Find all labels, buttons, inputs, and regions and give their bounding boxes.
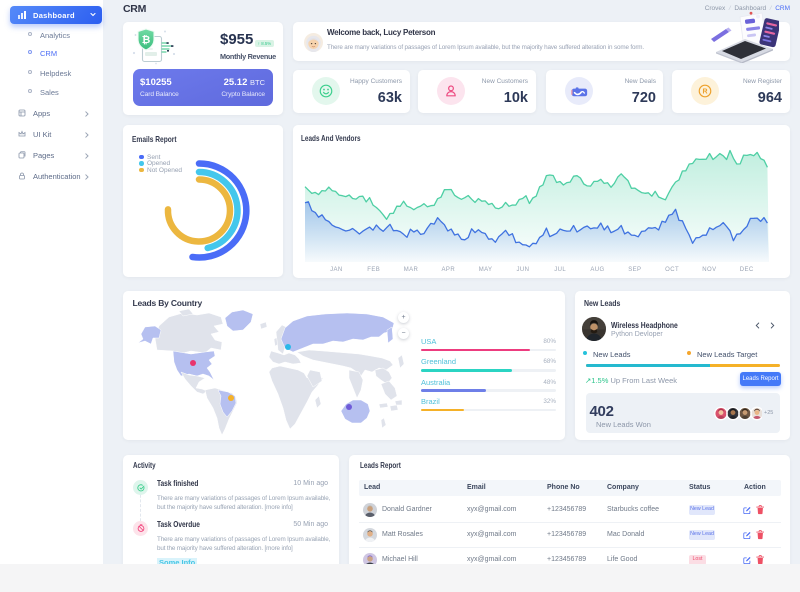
svg-text:MAY: MAY — [479, 267, 493, 273]
svg-text:₿: ₿ — [142, 34, 151, 46]
svg-text:NOV: NOV — [702, 267, 716, 273]
svg-text:DEC: DEC — [740, 267, 754, 273]
svg-text:FEB: FEB — [367, 267, 380, 273]
svg-text:JAN: JAN — [330, 267, 343, 273]
svg-text:OCT: OCT — [665, 267, 679, 273]
svg-text:R: R — [702, 89, 707, 96]
svg-text:JUL: JUL — [554, 267, 566, 273]
svg-text:APR: APR — [442, 267, 456, 273]
svg-text:AUG: AUG — [590, 267, 604, 273]
svg-text:SEP: SEP — [628, 267, 641, 273]
svg-text:MAR: MAR — [404, 267, 419, 273]
svg-text:JUN: JUN — [516, 267, 529, 273]
